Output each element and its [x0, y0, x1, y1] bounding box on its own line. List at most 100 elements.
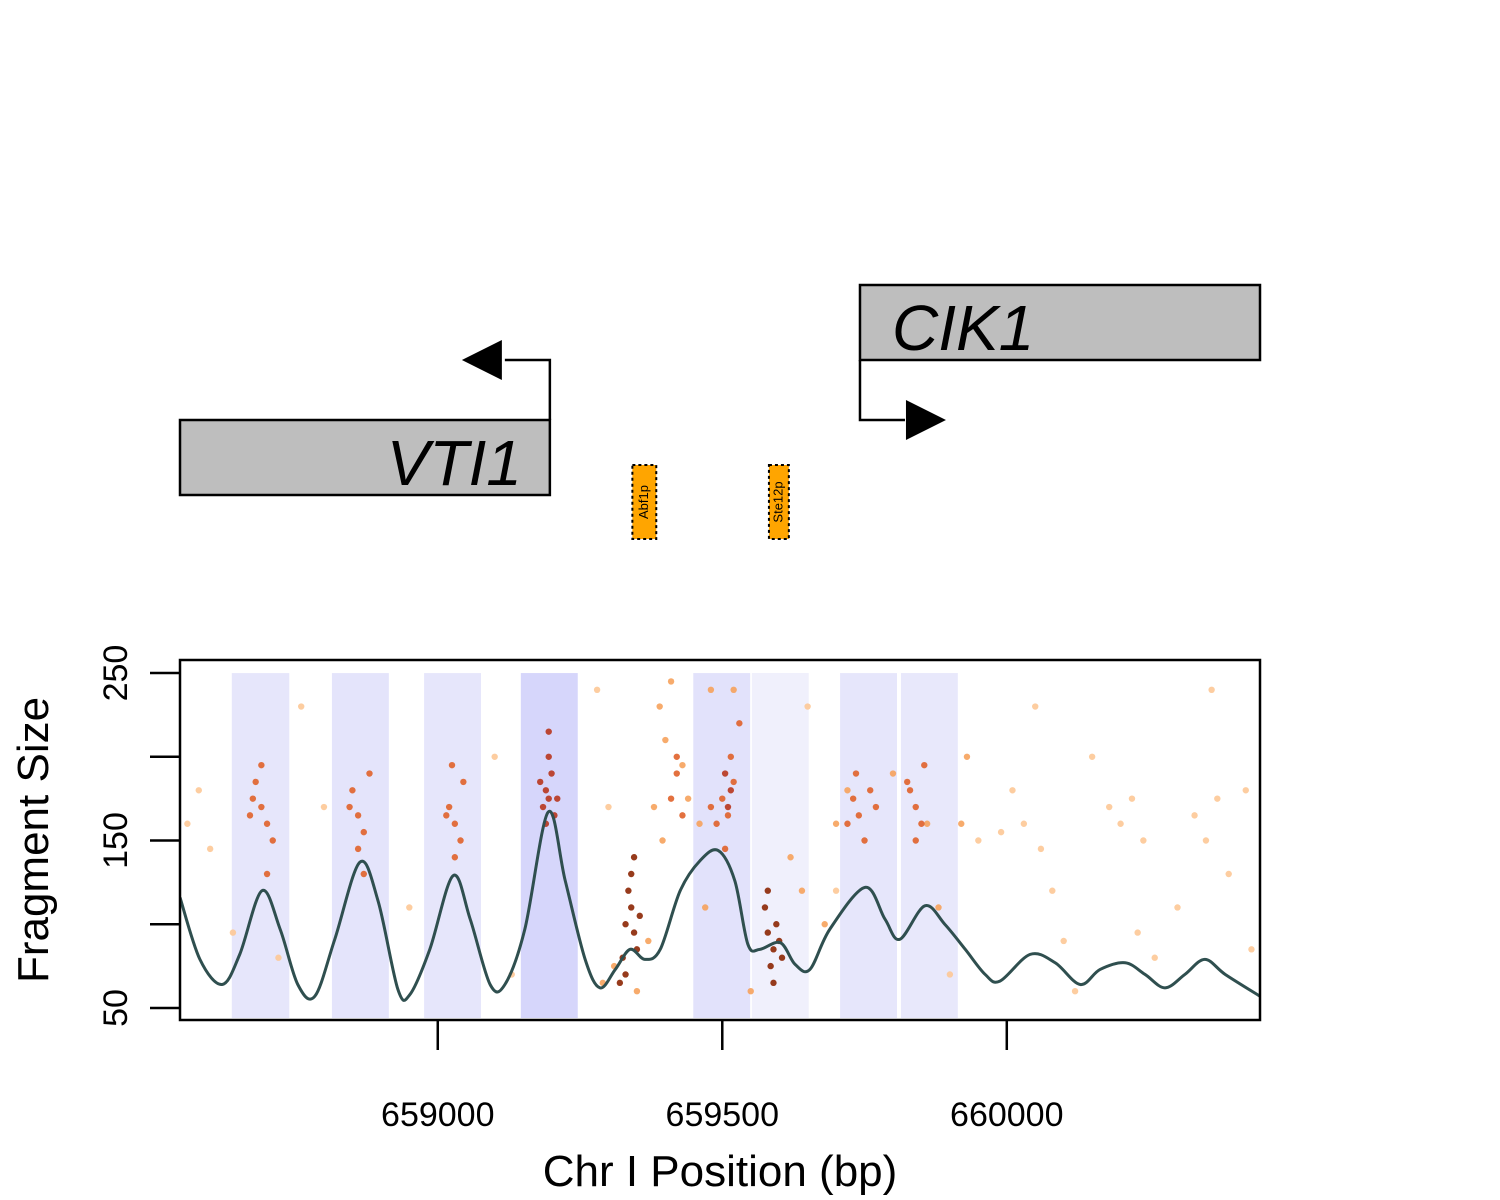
fragment-point	[650, 803, 658, 811]
fragment-point	[727, 753, 735, 760]
fragment-point	[721, 770, 729, 777]
nucleosome-band	[840, 673, 897, 1018]
fragment-point	[622, 971, 629, 978]
fragment-point	[918, 820, 925, 827]
fragment-point	[252, 778, 259, 786]
nucleosome-band	[231, 673, 290, 1018]
fragment-point	[832, 820, 840, 827]
fragment-point	[1208, 686, 1215, 694]
fragment-point	[263, 870, 271, 878]
x-tick-label: 660000	[950, 1096, 1063, 1134]
fragment-point	[1174, 904, 1181, 911]
fragment-point	[195, 787, 202, 794]
fragment-point	[778, 954, 786, 961]
tss-arrow	[504, 358, 552, 420]
fragment-point	[867, 787, 874, 794]
fragment-point	[258, 803, 265, 811]
fragment-point	[206, 845, 214, 853]
fragment-point	[628, 870, 635, 878]
motif-label: Ste12p	[770, 481, 785, 522]
y-tick-label: 50	[97, 989, 135, 1027]
fragment-point	[770, 946, 777, 953]
fragment-point	[616, 979, 624, 987]
fragment-point	[249, 795, 257, 802]
fragment-point	[354, 845, 362, 853]
fragment-point	[448, 761, 456, 769]
x-axis-title: Chr I Position (bp)	[543, 1147, 898, 1196]
fragment-point	[656, 703, 663, 710]
fragment-point	[773, 921, 780, 928]
fragment-point	[798, 887, 806, 894]
fragment-point	[844, 787, 851, 794]
fragment-point	[633, 988, 641, 995]
fragment-point	[1151, 954, 1158, 961]
fragment-point	[764, 887, 771, 894]
fragment-point	[354, 812, 362, 819]
fragment-point	[346, 803, 353, 811]
density-line	[180, 809, 1260, 1002]
fragment-point	[1128, 795, 1136, 802]
fragment-point	[667, 678, 675, 685]
fragment-point	[1071, 988, 1079, 995]
gene-box	[178, 418, 552, 497]
fragment-point	[1140, 837, 1147, 844]
fragment-point	[912, 803, 919, 811]
fragment-point	[1020, 820, 1028, 827]
fragment-point	[630, 929, 638, 936]
fragment-point	[764, 929, 771, 936]
fragment-point	[545, 728, 552, 735]
fragment-point	[545, 753, 552, 760]
fragment-point	[628, 904, 635, 911]
fragment-point	[1009, 787, 1016, 794]
fragment-point	[935, 904, 942, 911]
fragment-point	[861, 837, 868, 844]
fragment-point	[719, 795, 726, 802]
tss-arrow	[858, 360, 905, 422]
fragment-point	[844, 820, 851, 827]
fragment-point	[1134, 929, 1141, 936]
plot-area	[180, 673, 1260, 1018]
fragment-point	[229, 929, 237, 936]
y-tick-label: 250	[97, 645, 135, 702]
fragment-point	[707, 803, 715, 811]
fragment-point	[702, 904, 709, 911]
fragment-point	[593, 686, 601, 694]
fragment-point	[667, 795, 675, 802]
fragment-point	[605, 803, 612, 811]
gene-name: VTI1	[387, 427, 522, 499]
fragment-point	[1060, 937, 1067, 945]
y-axis-title: Fragment Size	[9, 697, 58, 983]
nucleosome-band	[693, 673, 751, 1018]
fragment-point	[662, 736, 669, 744]
fragment-point	[548, 770, 555, 777]
fragment-point	[1032, 703, 1039, 710]
fragment-point	[636, 912, 643, 920]
fragment-point	[761, 904, 769, 911]
fragment-point	[721, 845, 729, 853]
fragment-point	[855, 812, 863, 819]
fragment-point	[263, 820, 271, 827]
fragment-point	[707, 686, 715, 694]
fragment-point	[539, 803, 547, 811]
fragment-point	[406, 904, 413, 911]
fragment-point	[730, 778, 737, 786]
fragment-point	[727, 787, 735, 794]
fragment-point	[684, 795, 692, 802]
fragment-point	[1214, 795, 1221, 802]
fragment-point	[542, 787, 550, 794]
tss-arrowhead	[461, 340, 502, 380]
nucleosome-band	[900, 673, 958, 1018]
fragment-point	[770, 979, 777, 987]
x-tick-label: 659000	[381, 1096, 494, 1134]
fragment-point	[536, 778, 544, 786]
fragment-point	[360, 870, 367, 878]
fragment-point	[787, 854, 794, 861]
fragment-point	[360, 828, 367, 836]
fragment-point	[724, 803, 732, 811]
fragment-point	[1049, 887, 1056, 894]
fragment-point	[298, 703, 305, 710]
fragment-point	[1037, 845, 1045, 853]
fragment-point	[625, 887, 632, 894]
fragment-point	[1225, 870, 1232, 878]
motif-label: Abf1p	[636, 485, 651, 519]
